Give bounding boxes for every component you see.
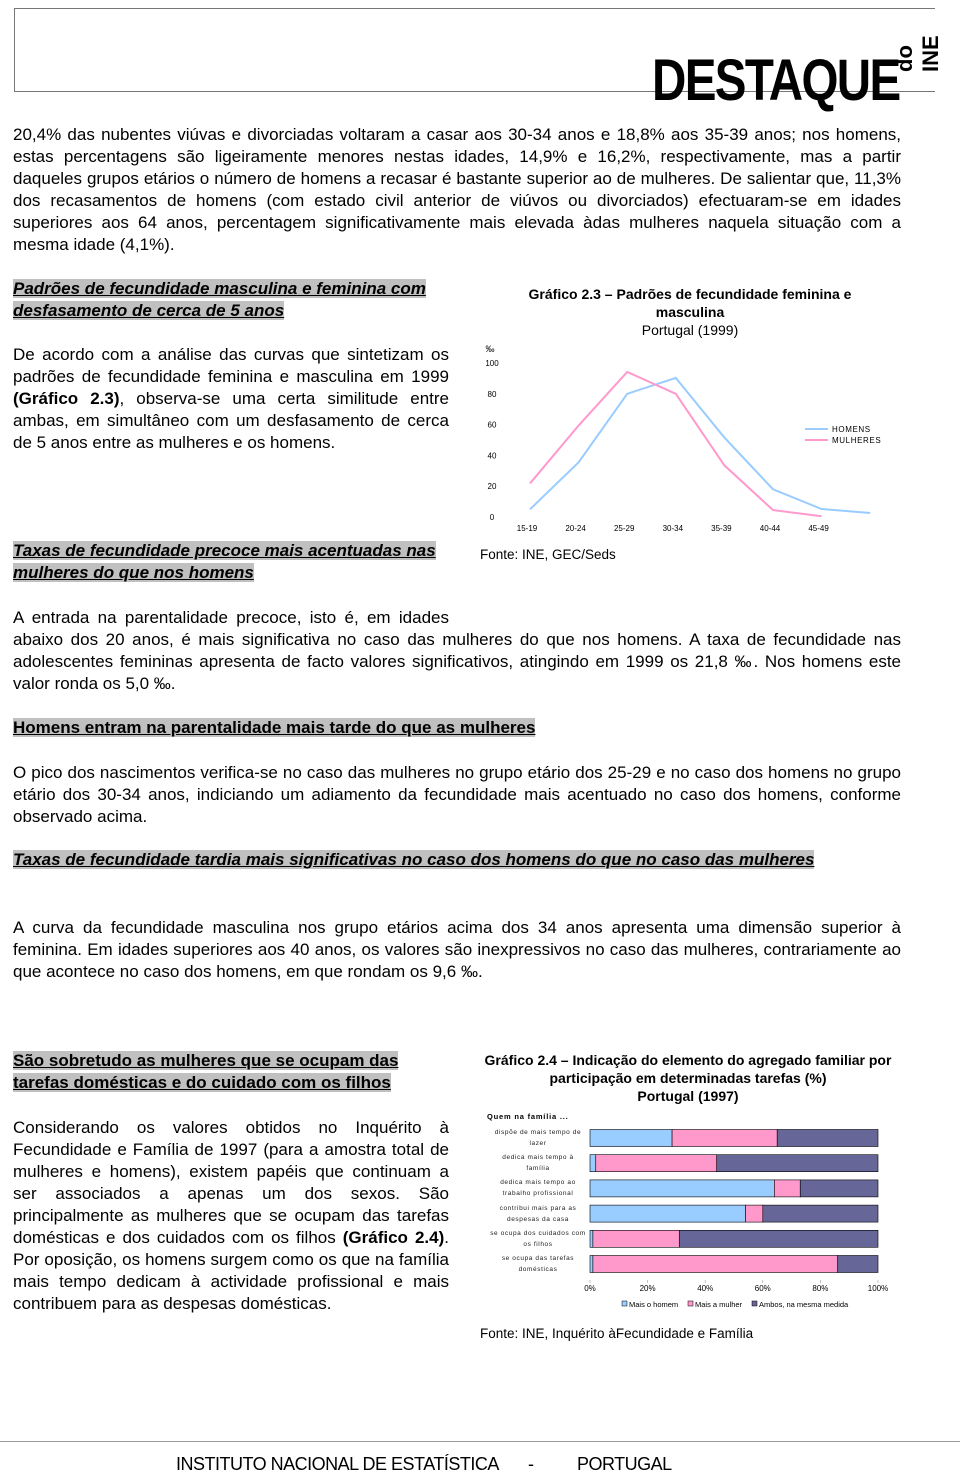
heading: Homens entram na parentalidade mais tard…: [13, 717, 901, 739]
heading-text: Padrões de fecundidade masculina e femin…: [13, 279, 426, 320]
chart-title: Gráfico 2.3 – Padrões de fecundidade fem…: [528, 286, 852, 320]
x-tick-label: 25-29: [614, 524, 635, 533]
y-axis-label: ‰: [486, 344, 495, 354]
category-label: se ocupa das tarefas domésticas: [501, 1255, 575, 1273]
bar-segment: [671, 1129, 778, 1147]
x-tick-label: 40-44: [760, 524, 781, 533]
chart-caption: Gráfico 2.3 – Padrões de fecundidade fem…: [480, 285, 900, 339]
text-run: O pico dos nascimentos verifica-se no ca…: [13, 763, 901, 826]
text-run: , observa-se uma certa similitude entre …: [13, 389, 449, 452]
x-tick-label: 40%: [697, 1284, 713, 1293]
heading-text: Taxas de fecundidade tardia mais signifi…: [13, 850, 815, 869]
bar-segment: [776, 1129, 879, 1147]
y-tick-label: 60: [488, 421, 497, 430]
bar-segment: [592, 1230, 680, 1248]
chart-caption: Gráfico 2.4 – Indicação do elemento do a…: [478, 1051, 898, 1105]
text-run: A curva da fecundidade masculina nos gru…: [13, 918, 901, 981]
footer-institute: INSTITUTO NACIONAL DE ESTATÍSTICA: [176, 1454, 499, 1474]
bar-segment: [774, 1179, 801, 1198]
text-run: A entrada na parentalidade precoce, isto…: [13, 608, 901, 693]
category-label: dedica mais tempo à família: [502, 1154, 574, 1173]
x-tick-label: 20-24: [565, 524, 586, 533]
legend-label: MULHERES: [832, 436, 881, 445]
x-tick-label: 100%: [868, 1284, 888, 1293]
bar-segment: [589, 1129, 673, 1147]
legend-label: Mais o homem: [629, 1300, 678, 1309]
paragraph: O pico dos nascimentos verifica-se no ca…: [13, 762, 901, 828]
heading: São sobretudo as mulheres que se ocupam …: [13, 1050, 449, 1094]
bar-segment: [762, 1204, 879, 1223]
axis-title: Quem na família ...: [487, 1112, 569, 1121]
x-tick-label: 60%: [755, 1284, 771, 1293]
y-tick-label: 80: [488, 390, 497, 399]
text-run: De acordo com a análise das curvas que s…: [13, 345, 449, 386]
bold-text: (Gráfico 2.4): [342, 1228, 445, 1247]
bar-segment: [716, 1154, 879, 1172]
paragraph: De acordo com a análise das curvas que s…: [13, 344, 449, 454]
x-tick-label: 30-34: [663, 524, 684, 533]
legend-label: Ambos, na mesma medida: [759, 1300, 849, 1309]
runs: A entrada na parentalidade precoce, isto…: [13, 608, 901, 693]
x-tick-label: 35-39: [711, 524, 732, 533]
heading-text: Taxas de fecundidade precoce mais acentu…: [13, 541, 436, 582]
category-label: contribui mais para as despesas da casa: [499, 1204, 577, 1223]
chart-source: Fonte: INE, GEC/Seds: [480, 547, 616, 562]
spacer: [449, 607, 901, 629]
chart-subtitle: Portugal (1997): [637, 1088, 739, 1104]
bar-segment: [595, 1154, 718, 1172]
chart-source: Fonte: INE, Inquérito àFecundidade e Fam…: [480, 1326, 754, 1341]
bar-segment: [589, 1179, 775, 1198]
intro: 20,4% das nubentes viúvas e divorciadas …: [13, 125, 901, 254]
category-label: dedica mais tempo ao trabalho profission…: [500, 1179, 576, 1198]
line-series: [529, 370, 822, 518]
heading: Taxas de fecundidade tardia mais signifi…: [13, 849, 901, 871]
line-series: [529, 376, 871, 514]
text-run: Considerando os valores obtidos no Inqué…: [13, 1118, 449, 1247]
legend-swatch: [621, 1300, 628, 1307]
heading-text: Homens entram na parentalidade mais tard…: [13, 718, 536, 737]
bold-text: (Gráfico 2.3): [13, 389, 120, 408]
x-tick-label: 20%: [640, 1284, 656, 1293]
legend-swatch: [751, 1300, 758, 1307]
x-tick-label: 80%: [812, 1284, 828, 1293]
bar-segment: [678, 1230, 879, 1248]
header-brand: DESTAQUE: [652, 48, 901, 113]
paragraph: A entrada na parentalidade precoce, isto…: [13, 607, 901, 695]
y-tick-label: 20: [488, 482, 497, 491]
bar-segment: [589, 1204, 746, 1223]
bar-segment: [837, 1255, 879, 1273]
y-tick-label: 0: [490, 513, 495, 522]
heading-text: São sobretudo as mulheres que se ocupam …: [13, 1051, 399, 1092]
x-tick-label: 15-19: [517, 524, 538, 533]
category-label: dispõe de mais tempo de lazer: [494, 1129, 582, 1147]
legend-swatch: [687, 1300, 694, 1307]
category-label: se ocupa dos cuidados com os filhos: [490, 1229, 586, 1248]
bar-segment: [799, 1179, 879, 1198]
y-tick-label: 100: [485, 359, 499, 368]
heading: Padrões de fecundidade masculina e femin…: [13, 278, 449, 322]
chart-title: Gráfico 2.4 – Indicação do elemento do a…: [484, 1052, 892, 1086]
x-tick-label: 45-49: [808, 524, 829, 533]
header-brand-sub: do INE: [892, 35, 943, 72]
y-tick-label: 40: [488, 451, 497, 460]
chart-subtitle: Portugal (1999): [641, 322, 739, 338]
bar-segment: [589, 1154, 597, 1172]
legend-label: Mais a mulher: [695, 1300, 743, 1309]
footer-separator: -: [528, 1454, 534, 1474]
footer-rule: [0, 1441, 960, 1442]
footer-country: PORTUGAL: [577, 1454, 672, 1474]
paragraph: Considerando os valores obtidos no Inqué…: [13, 1117, 449, 1315]
bar-segment: [592, 1255, 838, 1273]
x-tick-label: 0%: [584, 1284, 596, 1293]
bar-segment: [589, 1230, 594, 1248]
bar-segment: [589, 1255, 594, 1273]
paragraph: A curva da fecundidade masculina nos gru…: [13, 917, 901, 983]
heading: Taxas de fecundidade precoce mais acentu…: [13, 540, 449, 584]
header-frame: [14, 8, 935, 92]
text-run: . Por oposição, os homens surgem como os…: [13, 1228, 449, 1313]
legend-label: HOMENS: [832, 425, 871, 434]
bar-segment: [745, 1204, 764, 1223]
